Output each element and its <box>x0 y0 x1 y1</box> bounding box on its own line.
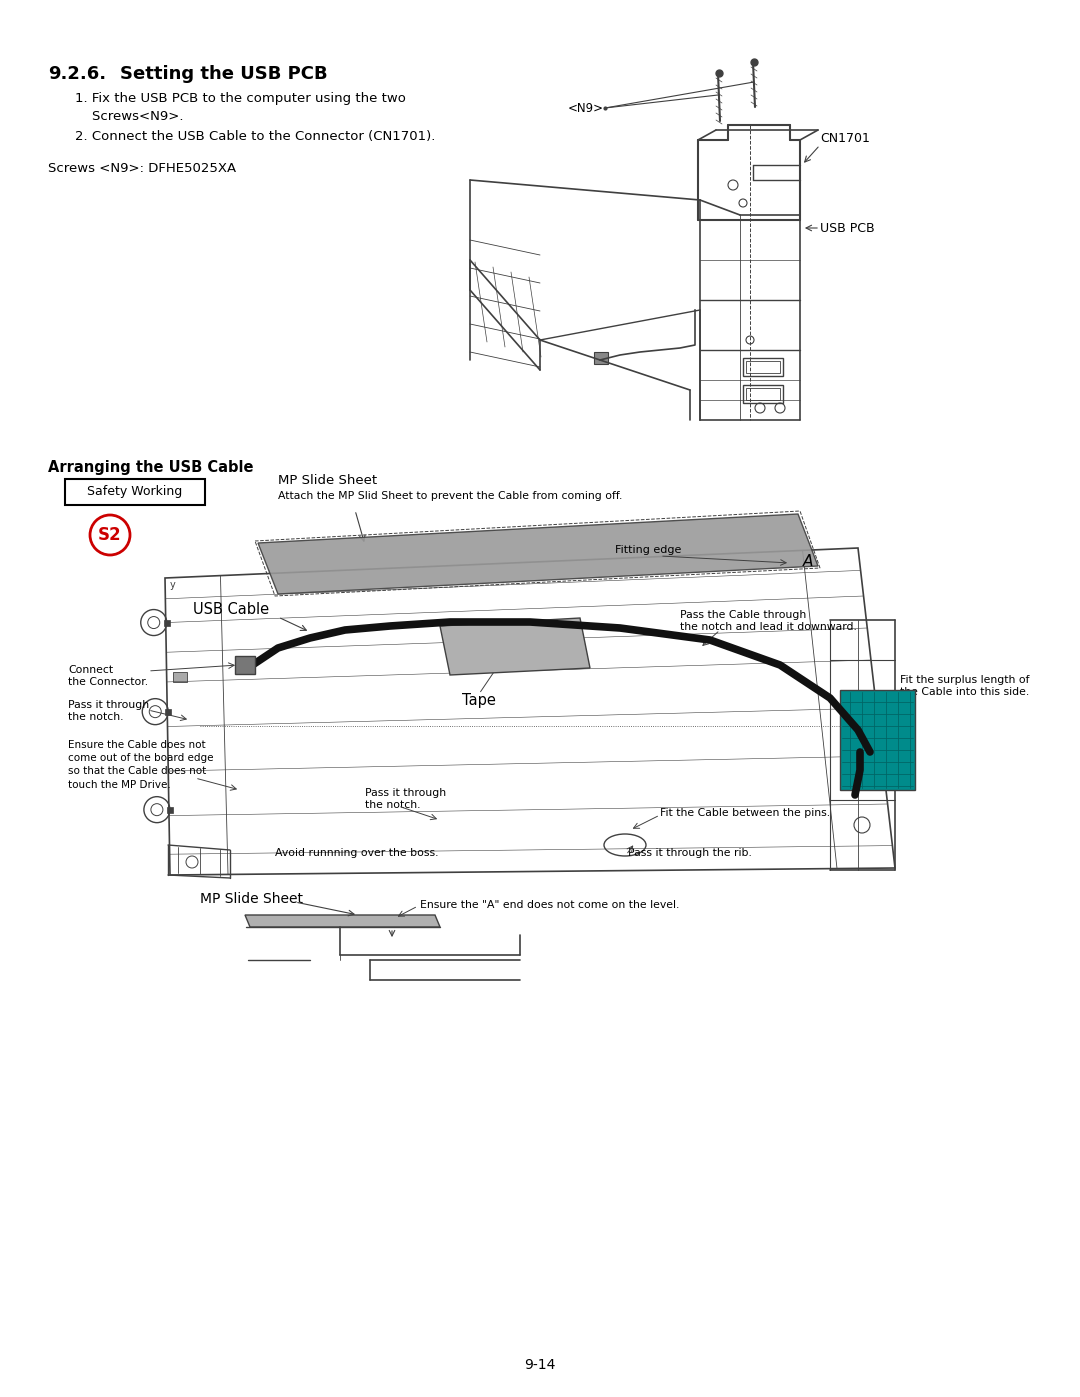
Text: Fit the Cable between the pins.: Fit the Cable between the pins. <box>660 807 831 819</box>
Text: y: y <box>170 580 176 590</box>
Text: Connect
the Connector.: Connect the Connector. <box>68 665 148 686</box>
Text: Safety Working: Safety Working <box>87 486 183 499</box>
Text: MP Slide Sheet: MP Slide Sheet <box>278 474 377 488</box>
Text: Fit the surplus length of
the Cable into this side.: Fit the surplus length of the Cable into… <box>900 675 1029 697</box>
Text: Screws <N9>: DFHE5025XA: Screws <N9>: DFHE5025XA <box>48 162 237 175</box>
Text: 9-14: 9-14 <box>524 1358 556 1372</box>
Text: 9.2.6.: 9.2.6. <box>48 66 106 82</box>
Text: Pass the Cable through
the notch and lead it downward.: Pass the Cable through the notch and lea… <box>680 610 856 631</box>
Text: MP Slide Sheet: MP Slide Sheet <box>200 893 303 907</box>
Text: Arranging the USB Cable: Arranging the USB Cable <box>48 460 254 475</box>
Bar <box>173 672 187 682</box>
Polygon shape <box>245 915 440 928</box>
Text: 1. Fix the USB PCB to the computer using the two: 1. Fix the USB PCB to the computer using… <box>75 92 406 105</box>
Bar <box>594 352 608 365</box>
Text: <N9>: <N9> <box>568 102 604 115</box>
Text: Avoid runnning over the boss.: Avoid runnning over the boss. <box>275 848 438 858</box>
Text: Fitting edge: Fitting edge <box>615 545 681 555</box>
Text: Ensure the "A" end does not come on the level.: Ensure the "A" end does not come on the … <box>420 900 679 909</box>
Text: Attach the MP Slid Sheet to prevent the Cable from coming off.: Attach the MP Slid Sheet to prevent the … <box>278 490 622 502</box>
Bar <box>65 479 205 504</box>
Text: Pass it through the rib.: Pass it through the rib. <box>627 848 752 858</box>
Text: Pass it through
the notch.: Pass it through the notch. <box>365 788 446 810</box>
Bar <box>746 388 780 400</box>
Bar <box>746 360 780 373</box>
Text: Ensure the Cable does not
come out of the board edge
so that the Cable does not
: Ensure the Cable does not come out of th… <box>68 740 214 789</box>
Text: Tape: Tape <box>462 693 496 707</box>
Text: USB Cable: USB Cable <box>193 602 269 616</box>
Text: 2. Connect the USB Cable to the Connector (CN1701).: 2. Connect the USB Cable to the Connecto… <box>75 130 435 142</box>
Text: Setting the USB PCB: Setting the USB PCB <box>120 66 327 82</box>
Bar <box>743 358 783 376</box>
Polygon shape <box>440 617 590 675</box>
Text: A: A <box>804 555 813 570</box>
Bar <box>840 690 915 789</box>
Bar <box>235 657 255 673</box>
Text: Screws<N9>.: Screws<N9>. <box>75 110 184 123</box>
Text: CN1701: CN1701 <box>820 131 869 144</box>
Bar <box>743 386 783 402</box>
Polygon shape <box>258 514 818 594</box>
Text: Pass it through
the notch.: Pass it through the notch. <box>68 700 149 722</box>
Text: USB PCB: USB PCB <box>820 222 875 235</box>
Text: S2: S2 <box>98 527 122 543</box>
